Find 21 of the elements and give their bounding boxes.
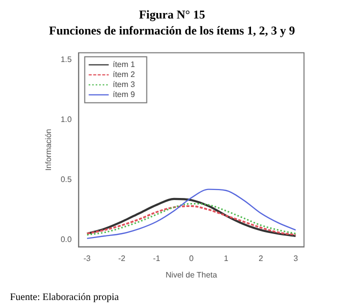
x-tick-label: 1: [224, 254, 229, 263]
y-tick-label: 0.5: [60, 174, 72, 184]
x-tick-label: 0: [189, 254, 194, 263]
line-series: [86, 188, 296, 240]
source-note: Fuente: Elaboración propia: [10, 292, 120, 303]
x-tick-label: 2: [258, 254, 264, 263]
chart-subtitle: Funciones de información de los ítems 1, 2, 3 y 9: [49, 24, 295, 38]
chart-title: Figura N° 15: [138, 7, 206, 22]
y-tick-label: 1.0: [60, 115, 72, 124]
y-tick-label: 0.0: [60, 234, 72, 244]
x-tick-label: -1: [153, 254, 161, 263]
y-axis-title: Información: [44, 128, 54, 171]
x-axis-title: Nivel de Theta: [166, 270, 218, 280]
x-tick-label: 3: [293, 254, 298, 263]
x-tick-label: -2: [118, 254, 126, 263]
legend-label: ítem 1: [112, 60, 136, 70]
legend-label: ítem 9: [112, 90, 136, 100]
y-tick-label: 1.5: [60, 55, 72, 64]
legend-label: ítem 3: [112, 80, 136, 90]
x-tick-label: -3: [84, 254, 92, 263]
legend-label: ítem 2: [112, 70, 136, 80]
